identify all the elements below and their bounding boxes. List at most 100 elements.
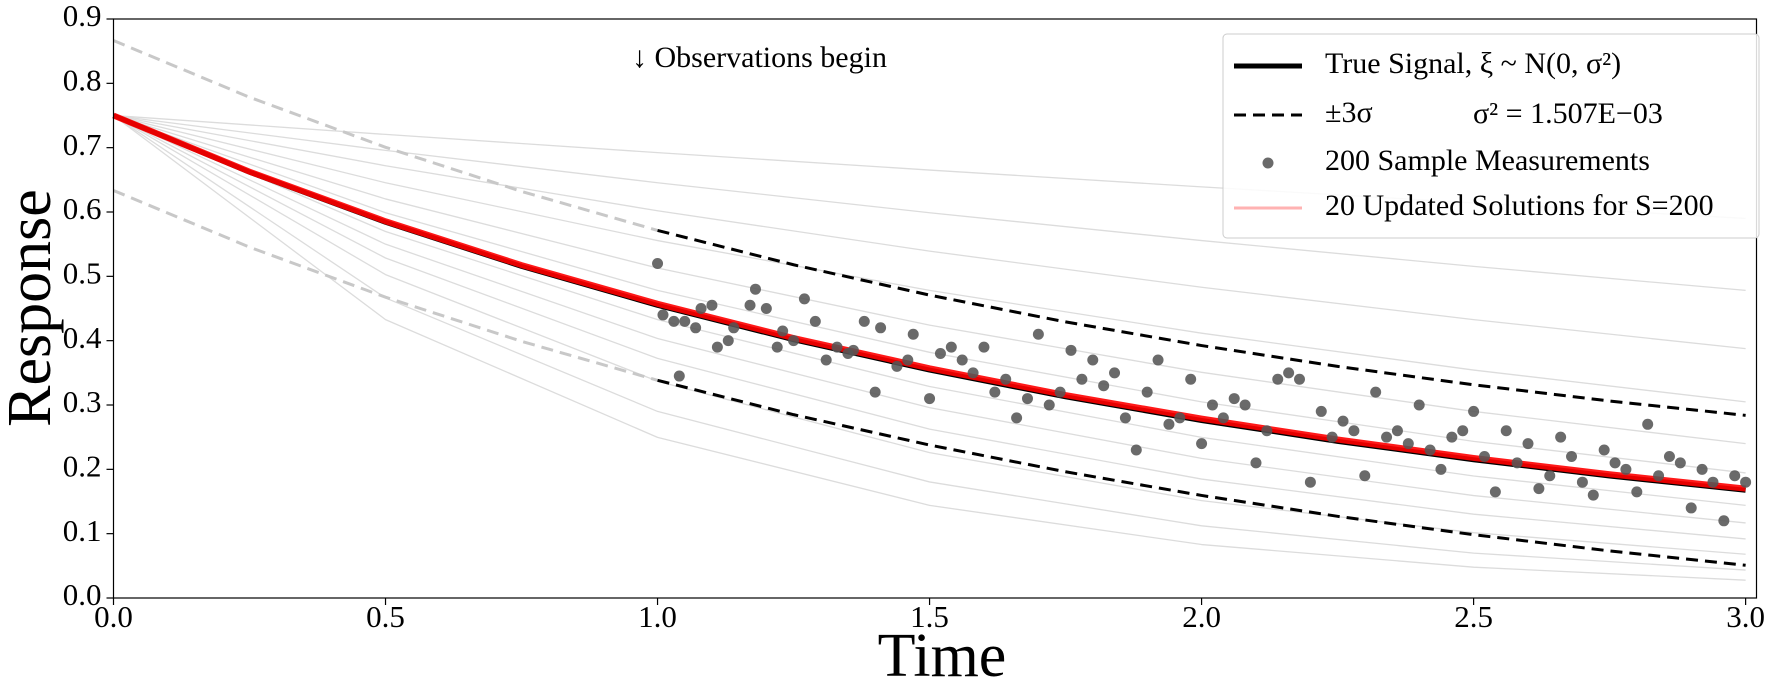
measurement (1511, 457, 1523, 469)
measurement (760, 303, 772, 314)
measurement (1663, 450, 1675, 462)
x-tick-label: 1.5 (910, 599, 949, 634)
measurement (1272, 373, 1284, 385)
measurement (1185, 373, 1197, 385)
measurement (820, 354, 832, 366)
measurement (1119, 412, 1131, 424)
measurement (1152, 354, 1164, 366)
y-tick-label: 0.8 (63, 62, 102, 97)
prior-curve (113, 114, 1746, 403)
measurement (1587, 489, 1599, 501)
prior-curve (113, 114, 1746, 581)
x-tick-label: 0.0 (94, 599, 133, 634)
measurement (1141, 386, 1153, 398)
legend-label: 200 Sample Measurements (1325, 144, 1650, 177)
measurement (934, 348, 946, 360)
measurement (1174, 412, 1186, 424)
measurement (1402, 438, 1414, 450)
measurement (1370, 386, 1382, 398)
measurement (1696, 463, 1708, 475)
measurement (1620, 463, 1632, 475)
prior-curve (113, 114, 1746, 524)
measurement (788, 335, 800, 347)
measurement (1685, 502, 1697, 514)
measurement (1413, 399, 1425, 411)
measurement (891, 360, 903, 372)
measurement (1087, 354, 1099, 366)
legend-label: 20 Updated Solutions for S=200 (1325, 189, 1714, 222)
prior-band (112, 39, 658, 232)
measurement (1348, 425, 1360, 437)
measurement (1315, 405, 1327, 417)
measurement (728, 322, 740, 334)
measurement (1130, 444, 1142, 456)
measurement (875, 322, 887, 334)
measurement (902, 354, 914, 366)
measurement (1065, 344, 1077, 356)
measurement (1011, 412, 1023, 424)
band-line (657, 228, 1746, 417)
measurement (945, 341, 957, 353)
measurement (1294, 373, 1306, 385)
measurement (1250, 457, 1262, 469)
y-tick-label: 0.7 (63, 127, 102, 162)
measurement (1076, 373, 1088, 385)
measurement (1239, 399, 1251, 411)
measurement (831, 341, 843, 353)
measurement (679, 315, 691, 327)
y-tick-label: 0.9 (63, 0, 102, 33)
measurement (777, 325, 789, 337)
measurement (1457, 425, 1469, 437)
measurement (956, 354, 968, 366)
x-tick-label: 0.5 (366, 599, 405, 634)
measurement (1424, 444, 1436, 456)
legend-swatch (1262, 157, 1274, 169)
legend-box (1222, 33, 1760, 239)
legend-label: ±3σ (1325, 96, 1373, 129)
measurement (1359, 470, 1371, 482)
measurement (1576, 476, 1588, 488)
measurement (706, 299, 718, 311)
measurement (1326, 431, 1338, 443)
measurement (744, 299, 756, 311)
measurement (1043, 399, 1055, 411)
prior-curve (113, 114, 1746, 507)
prior-curve (113, 114, 1746, 350)
measurement (1707, 476, 1719, 488)
measurement (1337, 415, 1349, 427)
x-axis-label: Time (878, 622, 1007, 690)
measurement (668, 315, 680, 327)
measurement (652, 257, 664, 269)
measurement (989, 386, 1001, 398)
measurement (1098, 380, 1110, 392)
updated-solution (112, 112, 1746, 492)
measurement (924, 393, 936, 405)
x-tick-label: 1.0 (638, 599, 677, 634)
measurement (1228, 393, 1240, 405)
measurement (978, 341, 990, 353)
measurement (657, 309, 669, 321)
prior-curve (113, 114, 1746, 555)
axes-frame (112, 18, 1758, 599)
measurement (673, 370, 685, 382)
measurement (809, 315, 821, 327)
y-tick-label: 0.0 (63, 577, 102, 612)
measurement (1533, 483, 1545, 495)
y-tick-label: 0.4 (63, 320, 102, 355)
legend: σ² = 1.507E−03 True Signal, ξ ~ N(0, σ²)… (1222, 33, 1760, 239)
measurement (1740, 476, 1752, 488)
plot-area (112, 39, 1752, 581)
measurement (1555, 431, 1567, 443)
measurement (1468, 405, 1480, 417)
prior-curve (113, 114, 1746, 292)
measurement (771, 341, 783, 353)
x-tick-label: 3.0 (1726, 599, 1765, 634)
measurement (858, 315, 870, 327)
measurement (1446, 431, 1458, 443)
measurement (695, 303, 707, 314)
prior-curve (113, 114, 1746, 474)
y-tick-label: 0.3 (63, 384, 102, 419)
y-tick-label: 0.5 (63, 255, 102, 290)
legend-label: True Signal, ξ ~ N(0, σ²) (1325, 47, 1621, 80)
band-line (657, 378, 1746, 567)
